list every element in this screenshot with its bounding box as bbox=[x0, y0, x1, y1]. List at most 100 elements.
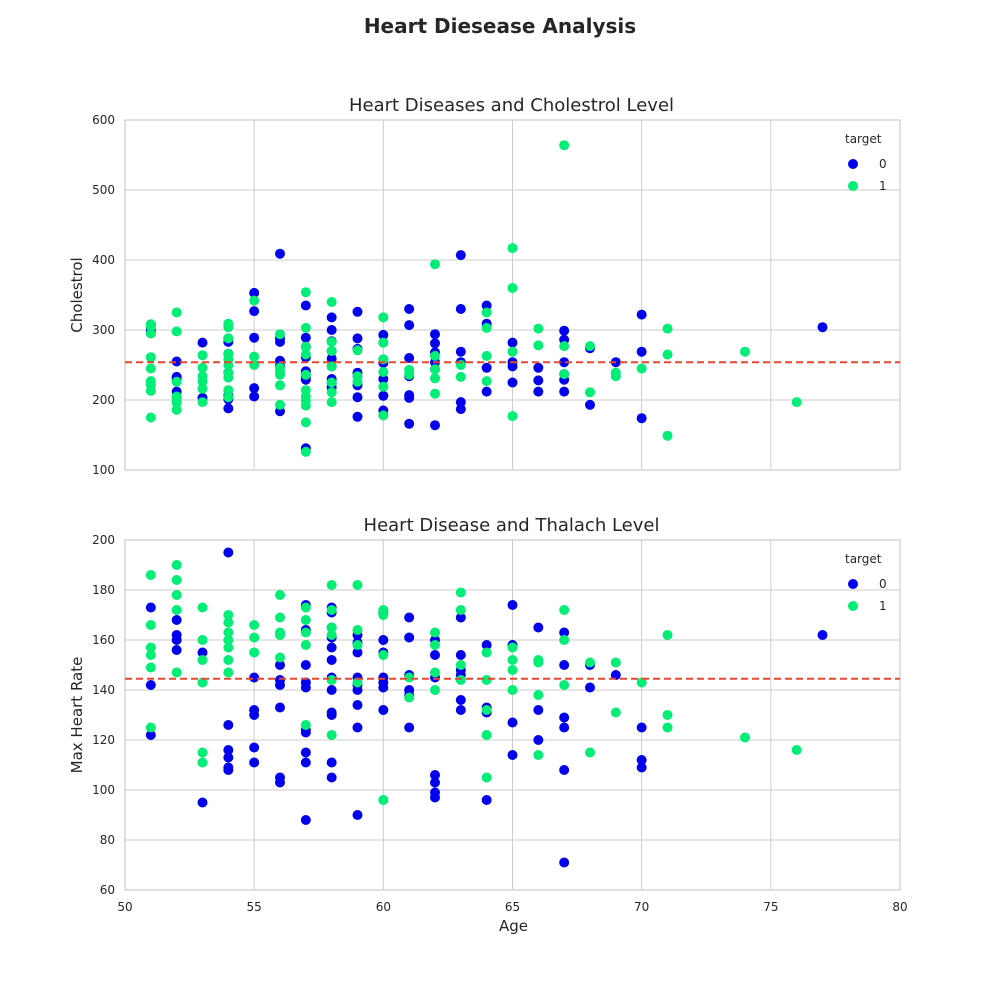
plot1-point-target-0 bbox=[585, 399, 595, 410]
plot1-point-target-1 bbox=[300, 322, 311, 333]
plot2-point-target-1 bbox=[610, 657, 621, 668]
plot2-point-target-0 bbox=[223, 547, 234, 558]
plot2-point-target-0 bbox=[636, 755, 647, 765]
plot2-xtick-label: 60 bbox=[376, 900, 391, 914]
plot2-point-target-1 bbox=[326, 730, 337, 740]
plot2-point-target-1 bbox=[275, 612, 285, 623]
plot2-xtick-label: 70 bbox=[634, 900, 649, 914]
plot2-point-target-0 bbox=[249, 757, 260, 768]
plot2-point-target-1 bbox=[197, 655, 208, 665]
plot1-point-target-0 bbox=[378, 329, 389, 340]
plot2-point-target-1 bbox=[481, 705, 492, 715]
plot2-point-target-1 bbox=[352, 640, 363, 650]
plot2-point-target-1 bbox=[223, 610, 234, 620]
plot2-point-target-0 bbox=[455, 612, 466, 623]
plot1-point-target-0 bbox=[455, 250, 466, 261]
plot1-point-target-1 bbox=[197, 397, 208, 408]
plot2-point-target-1 bbox=[507, 685, 518, 695]
plot2-point-target-0 bbox=[300, 815, 311, 825]
plot2-point-target-0 bbox=[326, 655, 337, 665]
plot2-point-target-0 bbox=[378, 682, 389, 693]
plot2-point-target-0 bbox=[275, 660, 285, 670]
plot2-point-target-0 bbox=[559, 857, 570, 868]
plot2-point-target-0 bbox=[145, 602, 156, 613]
plot1-point-target-0 bbox=[300, 300, 311, 311]
plot1-point-target-1 bbox=[430, 350, 440, 361]
plot1-point-target-1 bbox=[249, 351, 260, 362]
plot1-point-target-1 bbox=[740, 346, 750, 357]
plot2-point-target-1 bbox=[300, 602, 311, 613]
plot2-point-target-1 bbox=[430, 685, 440, 695]
plot2-point-target-0 bbox=[326, 685, 337, 695]
plot1-point-target-1 bbox=[481, 350, 492, 361]
plot2-xtick-label: 75 bbox=[763, 900, 778, 914]
plot2-point-target-1 bbox=[559, 605, 570, 615]
plot2-point-target-1 bbox=[197, 635, 208, 645]
plot1-point-target-1 bbox=[481, 307, 492, 318]
plot1-point-target-1 bbox=[326, 387, 337, 398]
plot2-point-target-1 bbox=[585, 747, 595, 758]
plot1-point-target-0 bbox=[533, 362, 544, 373]
plot2-point-target-1 bbox=[636, 677, 647, 688]
plot2-point-target-1 bbox=[171, 575, 182, 585]
plot2-point-target-0 bbox=[481, 640, 492, 650]
plot2-point-target-0 bbox=[817, 630, 828, 640]
plot1-point-target-0 bbox=[275, 336, 285, 347]
plot1-point-target-0 bbox=[559, 357, 570, 368]
plot1-point-target-0 bbox=[352, 333, 363, 344]
plot2-point-target-0 bbox=[455, 705, 466, 715]
plot1-point-target-0 bbox=[404, 320, 415, 331]
plot1-point-target-1 bbox=[145, 385, 156, 396]
plot2-point-target-1 bbox=[300, 720, 311, 730]
plot1-point-target-1 bbox=[223, 385, 234, 396]
plot1-point-target-0 bbox=[404, 392, 415, 403]
plot1-point-target-1 bbox=[378, 367, 389, 377]
plot2-point-target-1 bbox=[559, 680, 570, 690]
plot1-point-target-1 bbox=[585, 387, 595, 398]
plot2-point-target-1 bbox=[326, 675, 337, 685]
plot2-point-target-1 bbox=[610, 707, 621, 718]
plot2-point-target-0 bbox=[326, 757, 337, 768]
plot2-point-target-0 bbox=[300, 660, 311, 670]
plot2-legend-label-0: 0 bbox=[879, 577, 887, 591]
plot1-point-target-0 bbox=[455, 346, 466, 357]
plot2-point-target-0 bbox=[171, 615, 182, 625]
plot1-point-target-1 bbox=[171, 326, 182, 337]
plot1-point-target-1 bbox=[404, 369, 415, 380]
plot1-point-target-1 bbox=[145, 352, 156, 363]
plot2-point-target-1 bbox=[145, 570, 156, 580]
plot1-point-target-1 bbox=[430, 388, 440, 399]
plot1-point-target-1 bbox=[145, 328, 156, 339]
plot1-point-target-0 bbox=[249, 391, 260, 402]
plot1-point-target-1 bbox=[791, 397, 802, 408]
plot2-point-target-1 bbox=[430, 667, 440, 678]
plot2-point-target-1 bbox=[455, 675, 466, 685]
plot2-point-target-0 bbox=[300, 757, 311, 768]
plot2-point-target-1 bbox=[275, 652, 285, 663]
plot2-point-target-0 bbox=[171, 635, 182, 645]
plot2-point-target-0 bbox=[223, 765, 234, 775]
plot1-ytick-label: 300 bbox=[92, 323, 115, 337]
plot2-point-target-1 bbox=[533, 750, 544, 760]
plot2-point-target-1 bbox=[455, 605, 466, 615]
plot2-legend-title: target bbox=[845, 552, 882, 566]
plot2-point-target-1 bbox=[326, 622, 337, 633]
plot2-ytick-label: 80 bbox=[100, 833, 115, 847]
plot1-point-target-0 bbox=[352, 392, 363, 403]
plot2-point-target-1 bbox=[145, 642, 156, 653]
plot1-point-target-0 bbox=[481, 386, 492, 397]
plot1-point-target-1 bbox=[300, 341, 311, 352]
plot2-ytick-label: 100 bbox=[92, 783, 115, 797]
plot1-point-target-1 bbox=[352, 345, 363, 356]
plot2-point-target-0 bbox=[223, 745, 234, 755]
plot1-point-target-1 bbox=[249, 295, 260, 306]
plot2-point-target-0 bbox=[378, 635, 389, 645]
plot2-point-target-0 bbox=[559, 660, 570, 670]
plot1-point-target-1 bbox=[559, 369, 570, 380]
plot1-point-target-0 bbox=[559, 386, 570, 397]
plot2-point-target-1 bbox=[145, 722, 156, 733]
plot2-point-target-0 bbox=[559, 722, 570, 733]
plot1-point-target-1 bbox=[275, 369, 285, 380]
plot2-point-target-1 bbox=[378, 610, 389, 620]
